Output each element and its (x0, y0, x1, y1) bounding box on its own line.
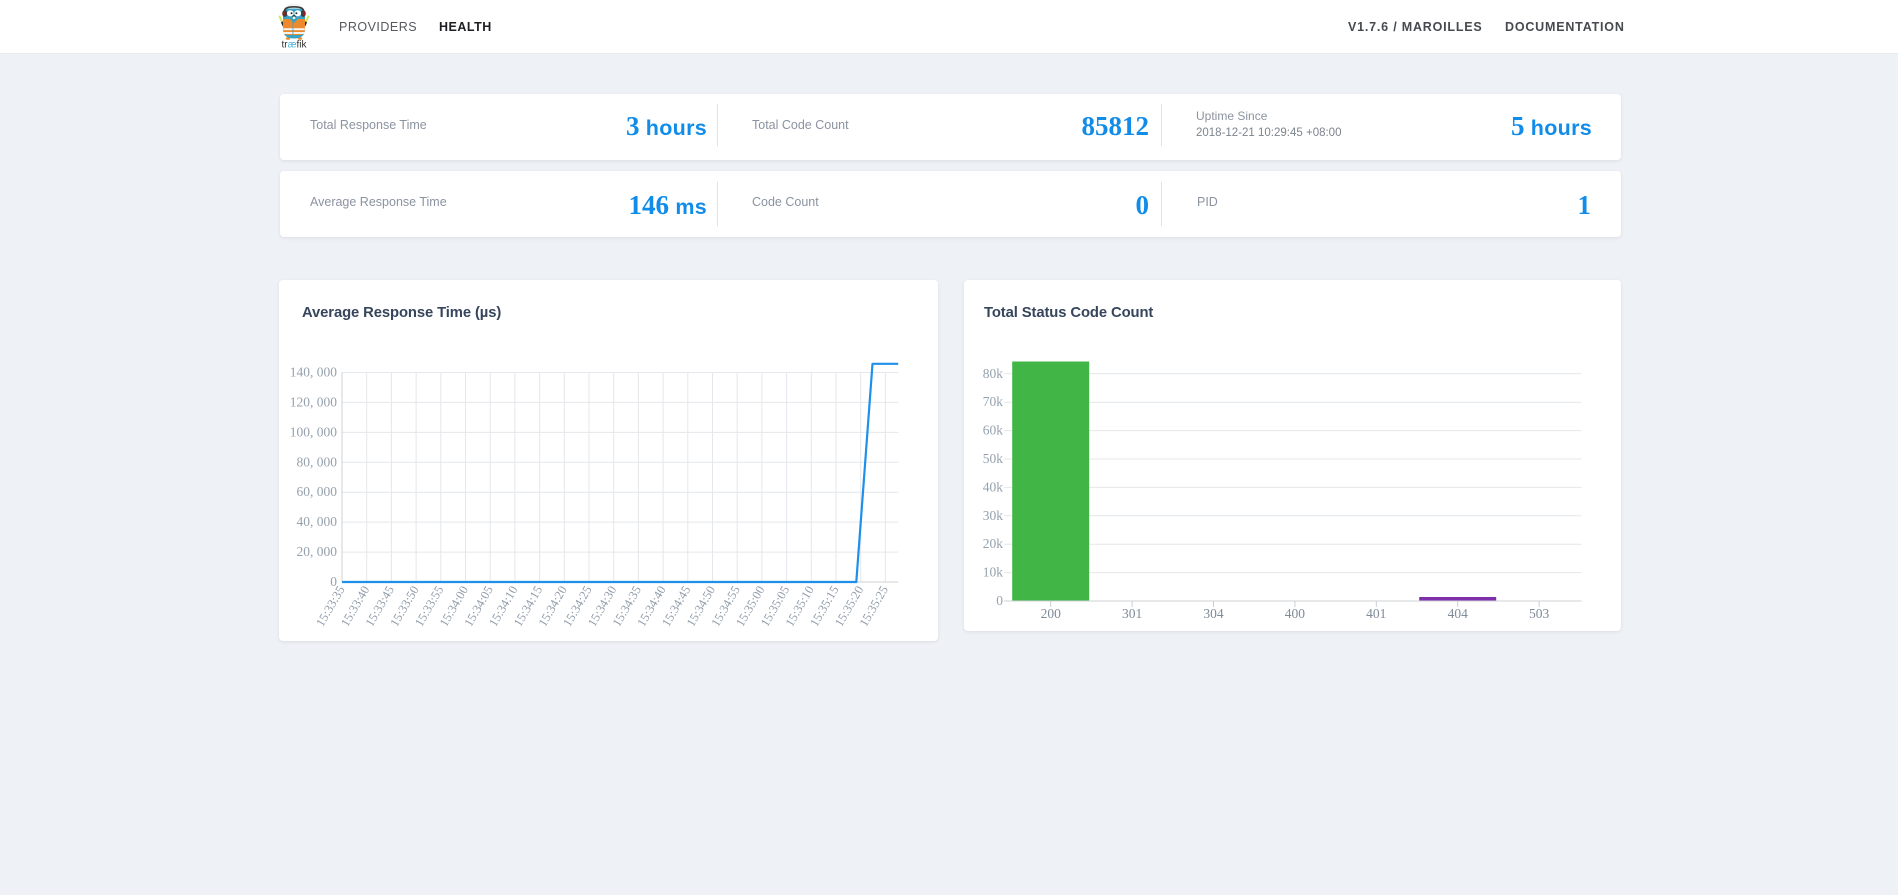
svg-text:80, 000: 80, 000 (297, 454, 338, 469)
svg-text:Total Status Code Count: Total Status Code Count (984, 305, 1153, 321)
svg-text:60k: 60k (983, 423, 1004, 438)
svg-text:60, 000: 60, 000 (297, 484, 338, 499)
svg-text:30k: 30k (983, 508, 1004, 523)
svg-text:401: 401 (1366, 606, 1386, 621)
svg-text:0: 0 (330, 574, 337, 589)
svg-text:50k: 50k (983, 451, 1004, 466)
svg-text:10k: 10k (983, 565, 1004, 580)
svg-text:Average Response Time (µs): Average Response Time (µs) (302, 305, 501, 321)
svg-text:503: 503 (1529, 606, 1550, 621)
svg-text:304: 304 (1203, 606, 1224, 621)
svg-text:0: 0 (996, 593, 1003, 608)
svg-text:70k: 70k (983, 394, 1004, 409)
svg-text:200: 200 (1041, 606, 1062, 621)
svg-text:404: 404 (1448, 606, 1469, 621)
svg-text:400: 400 (1285, 606, 1306, 621)
svg-text:80k: 80k (983, 366, 1004, 381)
svg-text:20k: 20k (983, 536, 1004, 551)
svg-text:40, 000: 40, 000 (297, 514, 338, 529)
svg-text:træfik: træfik (281, 40, 307, 51)
svg-text:120, 000: 120, 000 (290, 394, 338, 409)
svg-text:40k: 40k (983, 479, 1004, 494)
svg-text:301: 301 (1122, 606, 1142, 621)
svg-text:140, 000: 140, 000 (290, 364, 338, 379)
svg-text:100, 000: 100, 000 (290, 424, 338, 439)
svg-text:20, 000: 20, 000 (297, 544, 338, 559)
